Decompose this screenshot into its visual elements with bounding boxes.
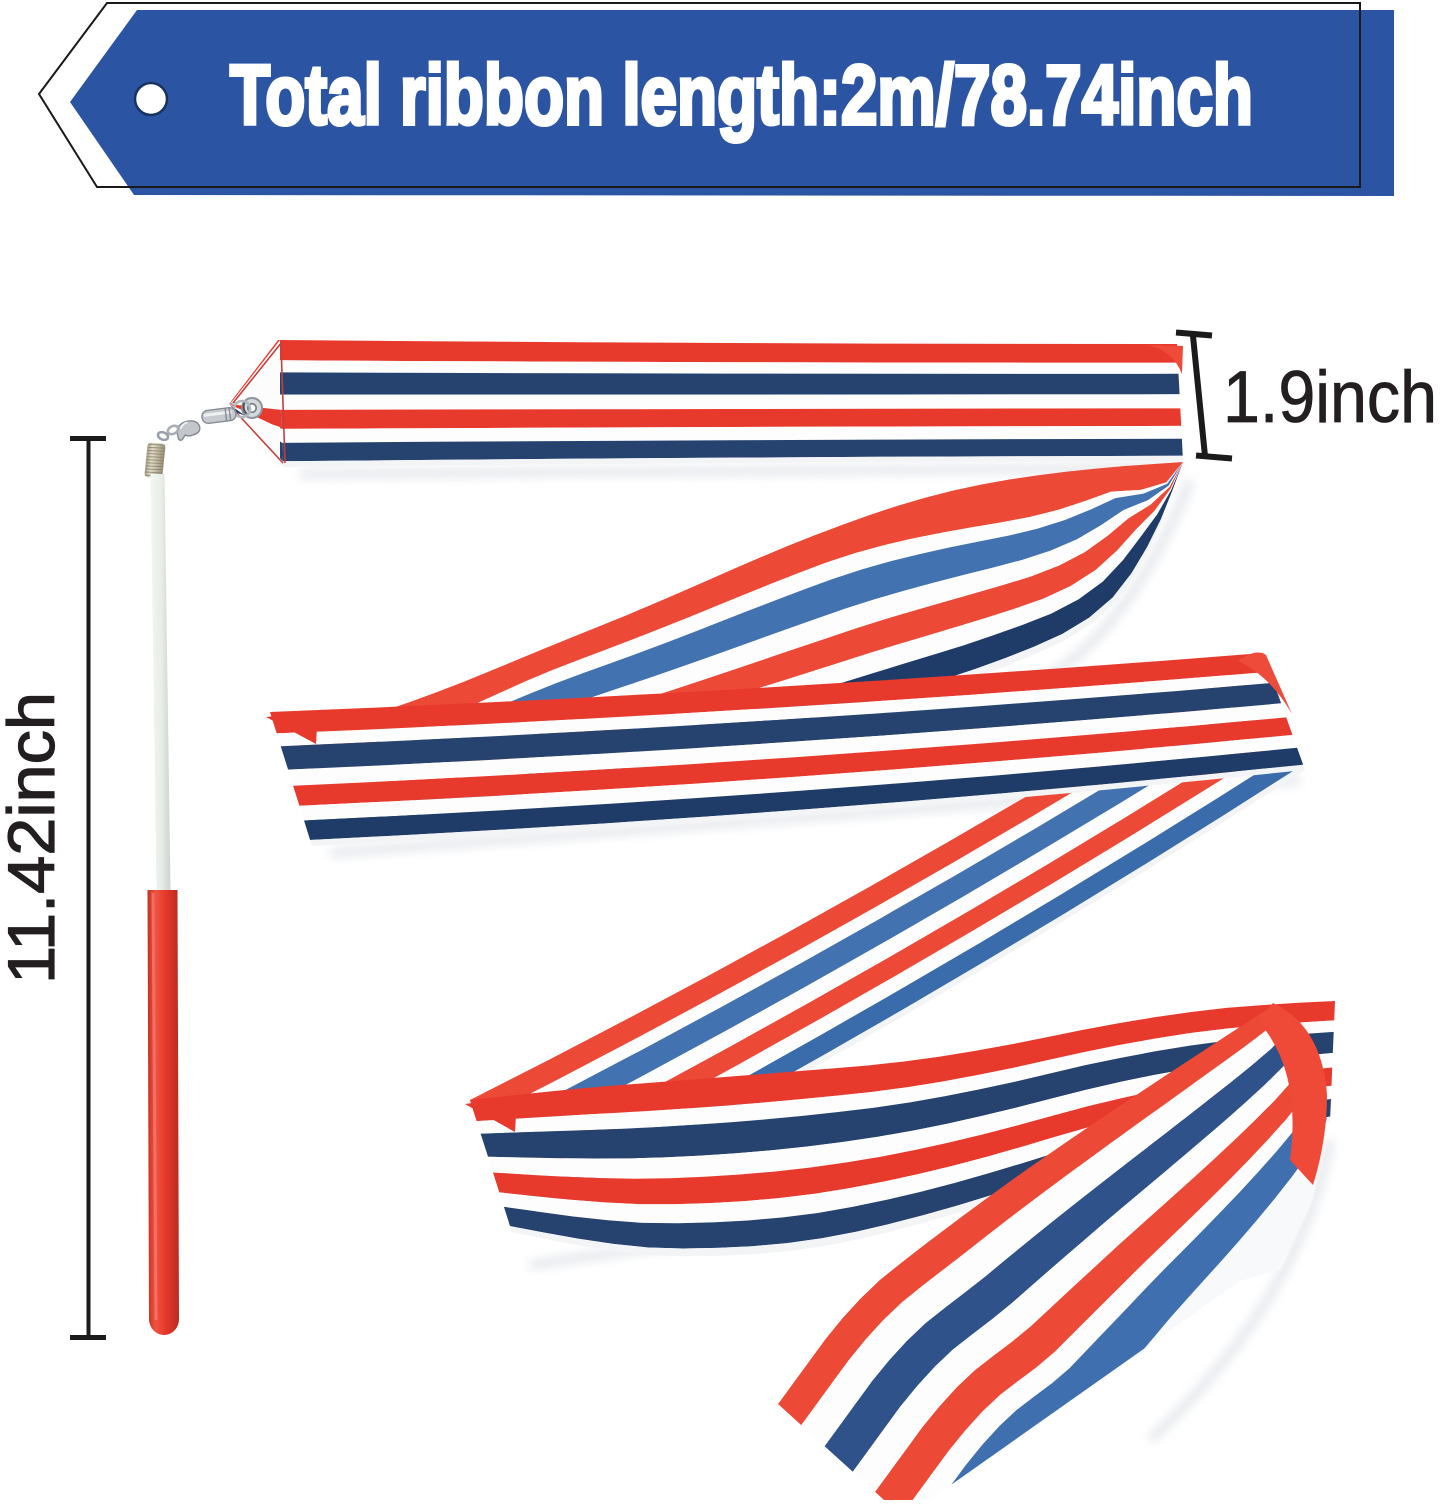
svg-text:11.42inch: 11.42inch xyxy=(0,692,68,984)
svg-text:1.9inch: 1.9inch xyxy=(1223,357,1437,438)
svg-text:Total ribbon length:2m/78.74in: Total ribbon length:2m/78.74inch xyxy=(230,48,1253,142)
